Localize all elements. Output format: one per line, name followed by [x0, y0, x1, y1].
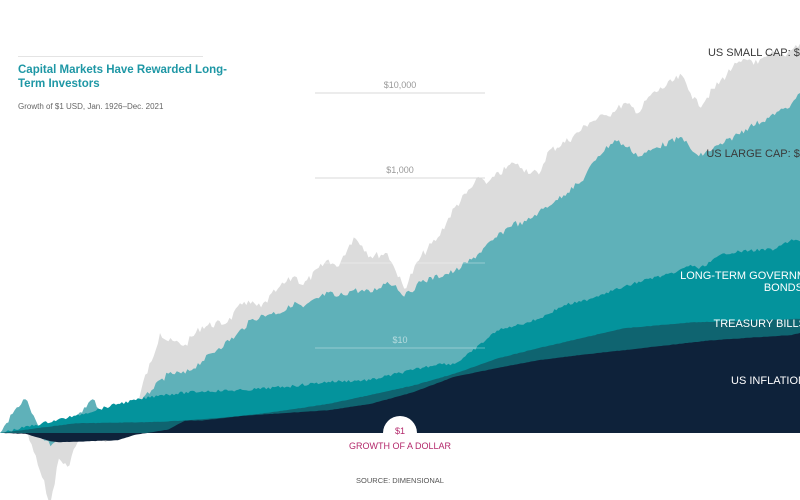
- series-label: US INFLATION: [731, 375, 800, 387]
- y-tick-label: $10: [392, 335, 408, 345]
- y-tick-label: $10,000: [383, 80, 417, 90]
- series-label-line: LONG-TERM GOVERNM: [680, 270, 800, 282]
- series-label-line: US SMALL CAP: $3: [707, 47, 800, 59]
- title-divider: [18, 56, 203, 57]
- y-tick-label: $1,000: [386, 165, 414, 175]
- series-label-line: TREASURY BILLS: [713, 318, 800, 330]
- y-tick-label: $100: [389, 250, 411, 260]
- series-label-line: BONDS:: [763, 282, 800, 294]
- series-label: US SMALL CAP: $3: [708, 47, 800, 59]
- area-us-inflation: [0, 333, 800, 443]
- series-label-line: US LARGE CAP: $1: [706, 148, 800, 160]
- series-label: TREASURY BILLS: [713, 318, 800, 330]
- baseline-label: $1: [394, 426, 405, 436]
- baseline-caption: GROWTH OF A DOLLAR: [348, 441, 451, 451]
- chart-subtitle: Growth of $1 USD, Jan. 1926–Dec. 2021: [18, 102, 164, 111]
- source-note: SOURCE: DIMENSIONAL: [356, 476, 444, 485]
- baseline-marker: [383, 416, 417, 450]
- series-label-line: US INFLATION: [731, 375, 800, 387]
- series-label: US LARGE CAP: $1: [706, 148, 800, 160]
- chart-title: Capital Markets Have Rewarded Long-Term …: [18, 64, 227, 90]
